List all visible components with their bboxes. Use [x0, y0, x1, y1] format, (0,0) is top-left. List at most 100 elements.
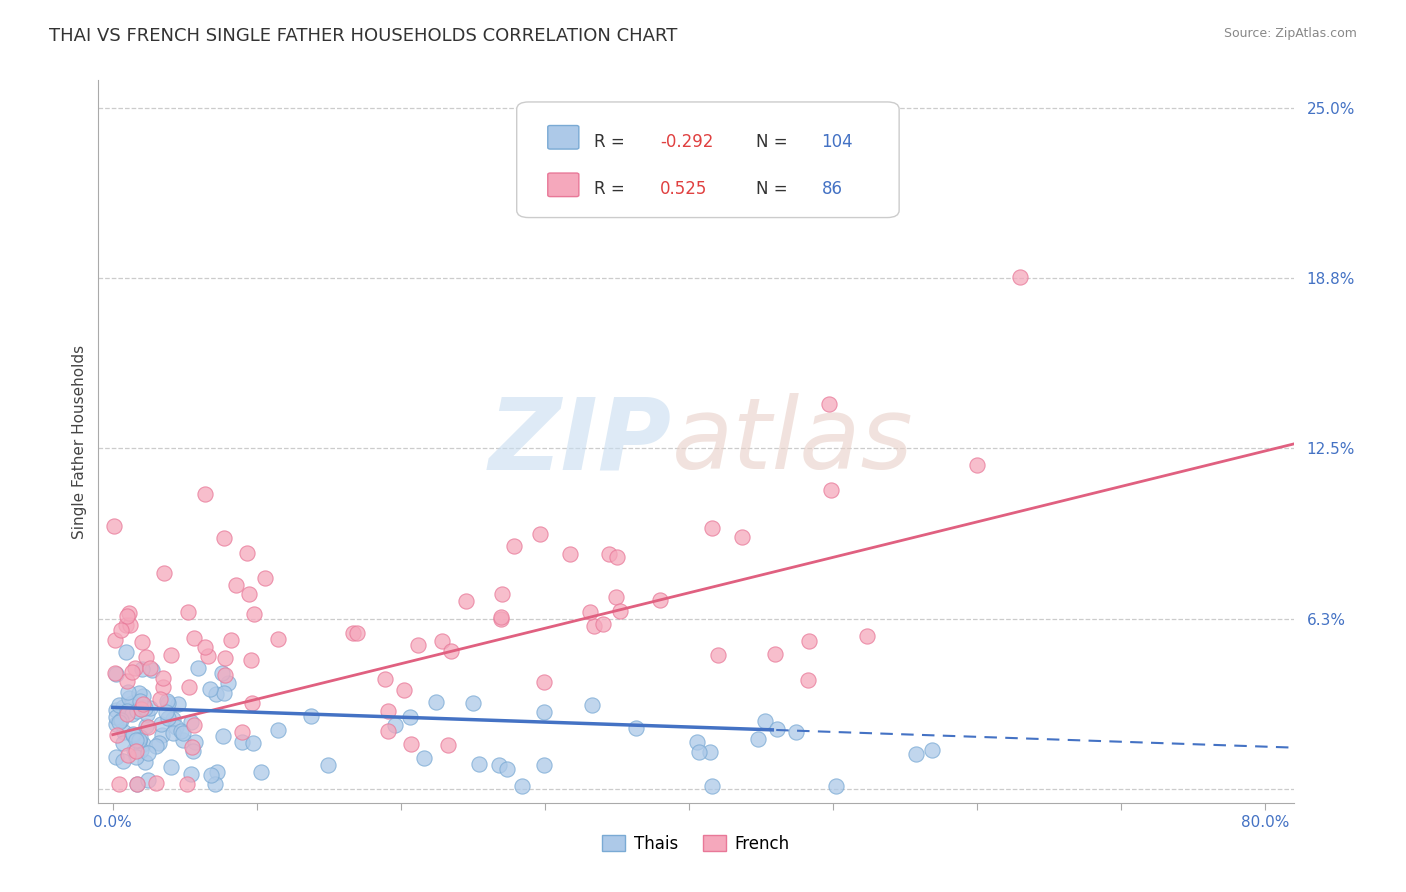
Point — [266, 723, 288, 737]
Point — [529, 526, 551, 541]
Point — [125, 744, 148, 758]
Point — [394, 683, 416, 698]
Point — [127, 698, 149, 713]
Point — [105, 667, 128, 681]
Point — [240, 653, 263, 667]
Point — [121, 696, 143, 710]
Point — [180, 766, 202, 780]
Point — [747, 731, 769, 746]
Point — [374, 672, 396, 686]
FancyBboxPatch shape — [548, 173, 579, 196]
Point — [177, 605, 200, 619]
Point — [172, 733, 194, 747]
Point — [115, 706, 138, 721]
Point — [219, 632, 242, 647]
Point — [346, 626, 368, 640]
Point — [179, 680, 201, 694]
Point — [765, 722, 787, 736]
Point — [342, 625, 364, 640]
Point — [118, 618, 141, 632]
Point — [131, 697, 153, 711]
Point — [156, 694, 179, 708]
Point — [104, 704, 127, 718]
Point — [152, 671, 174, 685]
Point — [624, 721, 647, 735]
Point — [510, 780, 533, 794]
Point — [731, 530, 754, 544]
Point — [579, 605, 602, 619]
Point — [250, 764, 273, 779]
Point — [108, 698, 131, 712]
Point — [706, 648, 728, 663]
Point — [110, 713, 132, 727]
Point — [181, 739, 204, 754]
Point — [824, 780, 846, 794]
Point — [299, 709, 322, 723]
Point — [425, 695, 447, 709]
Point — [240, 696, 263, 710]
Point — [468, 756, 491, 771]
Point — [160, 648, 183, 662]
Point — [105, 728, 128, 742]
Point — [700, 520, 723, 534]
Point — [176, 777, 198, 791]
Point — [111, 736, 134, 750]
Point — [581, 698, 603, 713]
Point — [214, 668, 236, 682]
Text: 104: 104 — [821, 133, 853, 151]
Point — [115, 608, 138, 623]
Point — [136, 720, 159, 734]
Point — [217, 675, 239, 690]
Point — [437, 738, 460, 752]
Point — [440, 644, 463, 658]
Point — [122, 728, 145, 742]
Point — [1008, 269, 1031, 284]
Point — [212, 531, 235, 545]
Point — [125, 777, 148, 791]
Text: atlas: atlas — [672, 393, 914, 490]
Point — [135, 650, 157, 665]
Point — [104, 750, 127, 764]
Point — [145, 739, 167, 754]
Text: R =: R = — [595, 180, 630, 198]
Point — [598, 547, 620, 561]
Point — [129, 701, 152, 715]
Point — [157, 697, 180, 711]
Point — [162, 726, 184, 740]
Point — [160, 759, 183, 773]
Point — [461, 696, 484, 710]
Point — [108, 777, 131, 791]
Point — [754, 714, 776, 729]
Point — [124, 661, 146, 675]
Point — [108, 714, 131, 729]
Point — [198, 681, 221, 696]
Point — [118, 691, 141, 706]
Point — [131, 635, 153, 649]
Point — [139, 661, 162, 675]
Point — [533, 705, 555, 719]
Point — [236, 546, 259, 560]
Point — [856, 629, 879, 643]
Point — [172, 726, 194, 740]
Point — [128, 686, 150, 700]
Point — [785, 724, 807, 739]
Point — [489, 610, 512, 624]
Point — [121, 665, 143, 679]
Point — [183, 735, 205, 749]
Point — [533, 675, 555, 690]
Text: N =: N = — [756, 180, 793, 198]
Point — [162, 712, 184, 726]
Point — [129, 743, 152, 757]
Text: Source: ZipAtlas.com: Source: ZipAtlas.com — [1223, 27, 1357, 40]
Point — [117, 703, 139, 717]
Point — [488, 758, 510, 772]
Point — [122, 743, 145, 757]
Point — [904, 747, 927, 762]
Point — [183, 631, 205, 645]
Point — [129, 694, 152, 708]
Point — [205, 687, 228, 701]
Point — [253, 571, 276, 585]
FancyBboxPatch shape — [548, 126, 579, 149]
Point — [211, 666, 233, 681]
Point — [141, 663, 163, 677]
